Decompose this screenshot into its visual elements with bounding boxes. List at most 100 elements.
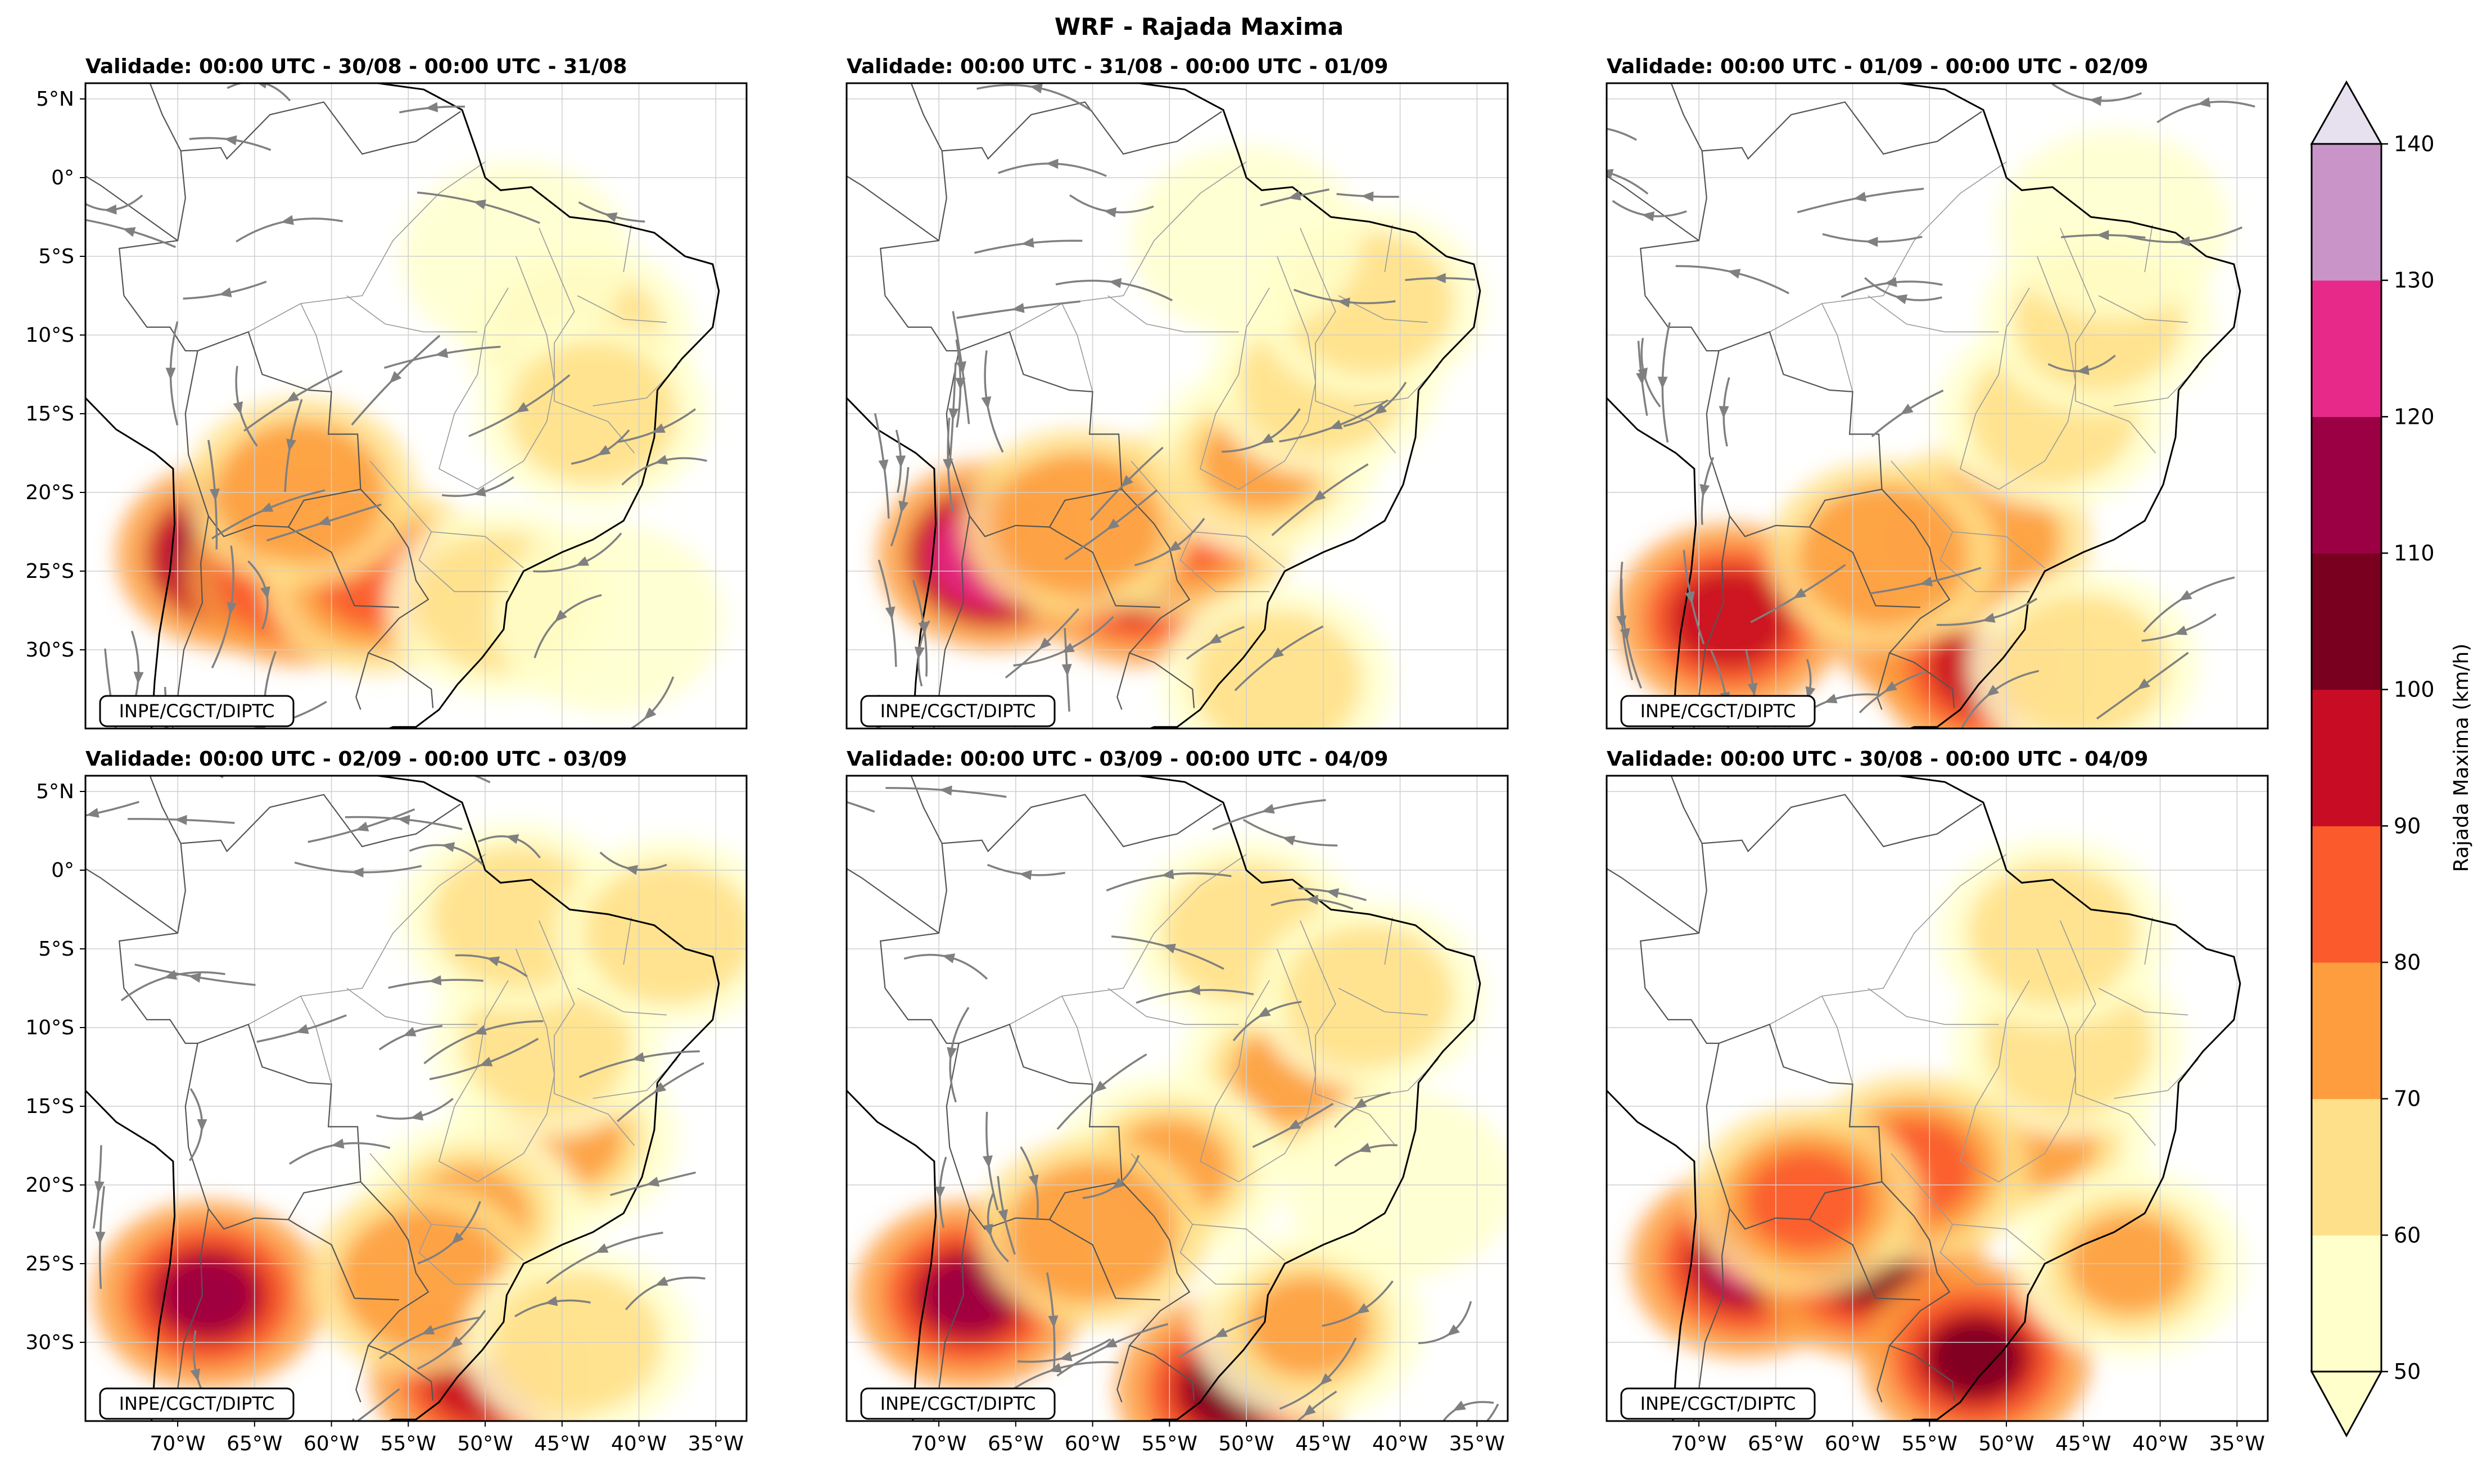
country-border (1049, 1219, 1160, 1301)
lat-tick-label: 20°S (25, 1174, 74, 1197)
country-border (884, 295, 1195, 708)
state-border (1891, 1153, 2045, 1261)
credit-box: INPE/CGCT/DIPTC (1620, 1387, 1816, 1420)
gust-region (1246, 1276, 1369, 1377)
lon-tick-label: 35°W (688, 1432, 744, 1455)
streamlines (847, 785, 1499, 1421)
state-border (1939, 1224, 2030, 1285)
streamline-arrow (1358, 1143, 1371, 1153)
panel-4-validity-title: Validade: 00:00 UTC - 02/09 - 00:00 UTC … (85, 748, 627, 771)
streamline-arrow (397, 815, 410, 825)
streamline-arrow (473, 1025, 487, 1035)
streamline-arrow (983, 1155, 993, 1169)
streamline-arrow (1894, 294, 1908, 305)
streamline-arrow (1028, 1174, 1039, 1188)
streamline-arrow (94, 1180, 105, 1194)
streamline-arrow (998, 1209, 1008, 1223)
lat-tick-label: 10°S (25, 1016, 74, 1039)
streamline-arrow (1793, 587, 1807, 599)
country-border (847, 867, 939, 934)
gridlines (847, 83, 1508, 729)
streamline-arrow (281, 215, 294, 225)
streamline-arrow (2179, 590, 2192, 601)
lon-tick-label: 65°W (988, 1432, 1043, 1455)
wind-gust-field (854, 839, 1508, 1421)
streamline-arrow (1685, 591, 1695, 604)
coastline-west (85, 396, 176, 729)
lon-tick-label: 50°W (1218, 1432, 1274, 1455)
lon-tick-label: 35°W (1449, 1432, 1505, 1455)
gust-region (1745, 1150, 1868, 1251)
streamline-arrow (403, 1026, 417, 1037)
state-border (248, 161, 486, 333)
gust-region (1285, 925, 1454, 1067)
streamline-arrow (1187, 985, 1201, 996)
streamline-arrow (410, 1110, 424, 1121)
map-frame (84, 775, 748, 1422)
state-border (1300, 228, 1396, 454)
state-border (577, 295, 667, 323)
colorbar-extend-top-triangle (2310, 80, 2383, 145)
lon-tick-label: 50°W (1978, 1432, 2034, 1455)
streamline-arrow (1111, 1178, 1125, 1189)
country-border (1809, 1219, 1920, 1301)
state-border (1061, 996, 1093, 1085)
streamline-arrow (1727, 269, 1741, 279)
streamline-arrow (1591, 123, 1604, 133)
streamline-arrow (1900, 404, 1914, 415)
coastline-west (847, 1088, 937, 1421)
colorbar-tick-label: 120 (2394, 404, 2435, 429)
streamline-arrow (1048, 1315, 1059, 1328)
streamline-arrow (646, 1177, 660, 1187)
credit-text: INPE/CGCT/DIPTC (119, 1393, 275, 1414)
streamline-arrow (486, 956, 500, 966)
streamline-arrow (1104, 1338, 1118, 1348)
streamline-arrow (104, 204, 117, 215)
streamline-arrow (1620, 628, 1630, 641)
streamline-arrow (516, 402, 529, 413)
streamline-arrow (1305, 894, 1318, 905)
streamline-arrow (351, 867, 364, 877)
streamline-arrow (1161, 869, 1174, 880)
streamline-arrow (1865, 237, 1878, 247)
state-border (2060, 920, 2156, 1146)
state-border (418, 1224, 509, 1285)
streamline-arrow (1288, 190, 1301, 201)
country-border (149, 83, 182, 151)
country-border (1809, 526, 1920, 608)
streamline-arrow (441, 842, 455, 852)
streamline-arrow (935, 1186, 946, 1199)
state-border (1338, 988, 1428, 1016)
streamline-arrow (197, 1119, 207, 1132)
streamline-arrow (1373, 403, 1387, 415)
streamline-arrow (981, 396, 992, 409)
credit-box-frame (1620, 695, 1816, 727)
country-border (1116, 653, 1131, 710)
streamline-arrow (1982, 613, 1996, 623)
streamline-arrow (2076, 365, 2090, 375)
streamline-arrow (190, 1368, 200, 1382)
coastline-east (1897, 83, 2241, 729)
state-border (369, 1153, 524, 1261)
lon-tick-label: 45°W (2055, 1432, 2111, 1455)
streamline-arrow (1287, 1119, 1301, 1130)
lat-tick-label: 10°S (25, 324, 74, 347)
map-panel-2: Validade: 00:00 UTC - 31/08 - 00:00 UTC … (845, 55, 1509, 730)
country-border (85, 867, 178, 934)
credit-box: INPE/CGCT/DIPTC (99, 695, 295, 727)
streamline-arrow (286, 391, 300, 402)
streamline-arrow (1607, 169, 1614, 179)
country-border (1640, 794, 1982, 989)
map-frame (84, 82, 748, 730)
streamline-arrow (2197, 97, 2211, 107)
streamline-arrow (898, 500, 909, 514)
country-border (184, 1043, 361, 1230)
streamline-arrow (260, 502, 274, 512)
state-border (1107, 295, 1239, 333)
lon-tick-label: 60°W (304, 1432, 359, 1455)
colorbar-segment (2312, 689, 2381, 826)
colorbar-tick-label: 110 (2394, 541, 2435, 565)
lat-tick-label: 25°S (25, 560, 74, 583)
streamline-arrow (1638, 367, 1648, 381)
lon-tick-label: 55°W (1142, 1432, 1197, 1455)
